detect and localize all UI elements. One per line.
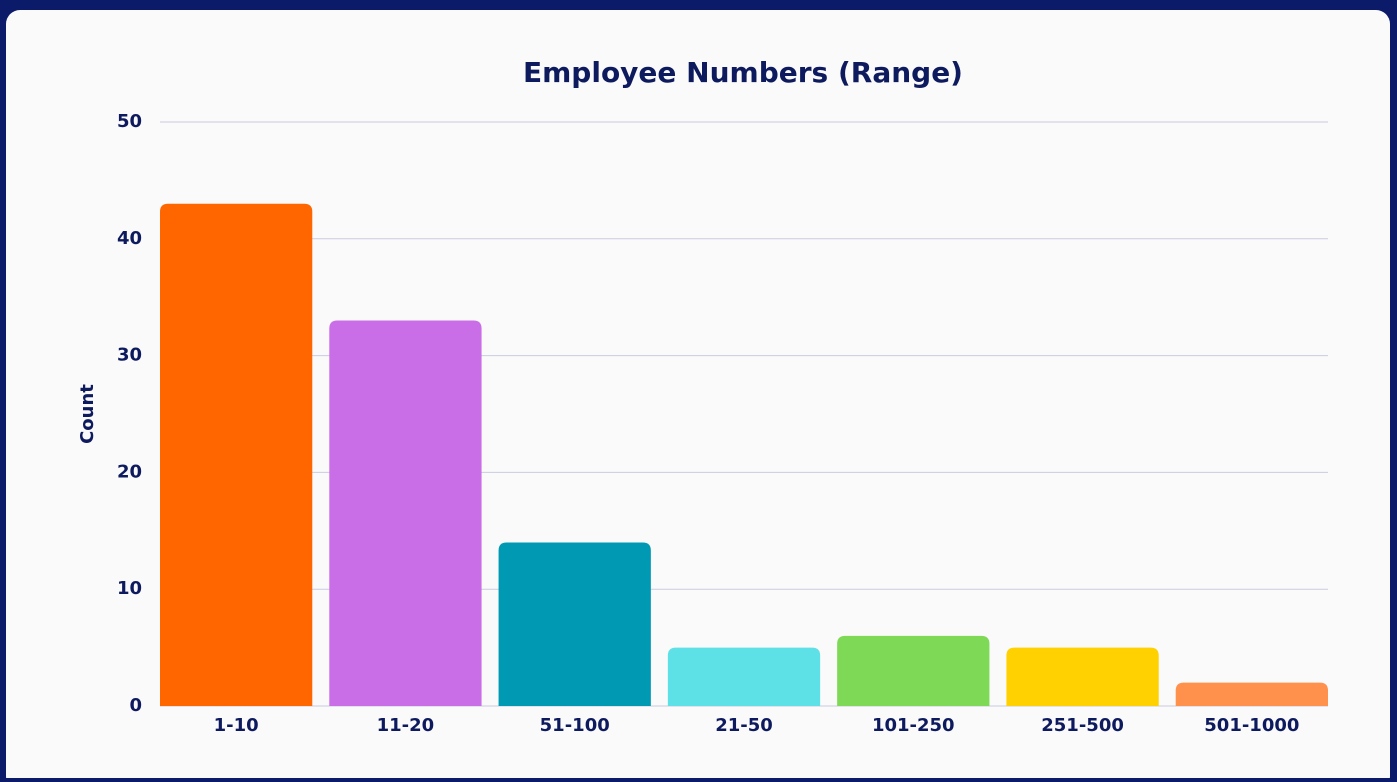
y-tick-label: 30 — [117, 345, 142, 366]
chart-title: Employee Numbers (Range) — [523, 56, 963, 89]
bar — [160, 203, 313, 706]
y-tick-label: 50 — [117, 111, 142, 132]
bar — [667, 647, 821, 706]
x-tick-label: 501-1000 — [1204, 715, 1299, 736]
y-tick-label: 20 — [117, 461, 142, 482]
x-tick-label: 1-10 — [214, 715, 259, 736]
bar — [1175, 682, 1328, 706]
x-tick-label: 251-500 — [1041, 715, 1124, 736]
y-axis-label: Count — [77, 384, 98, 444]
y-tick-label: 0 — [129, 695, 142, 716]
bar — [329, 320, 482, 706]
bar — [837, 635, 990, 706]
y-tick-label: 10 — [117, 578, 142, 599]
y-tick-label: 40 — [117, 228, 142, 249]
x-tick-label: 51-100 — [540, 715, 610, 736]
x-tick-label: 101-250 — [872, 715, 955, 736]
x-tick-label: 21-50 — [715, 715, 773, 736]
x-tick-label: 11-20 — [377, 715, 435, 736]
bar — [498, 542, 651, 706]
bar — [1006, 647, 1159, 706]
